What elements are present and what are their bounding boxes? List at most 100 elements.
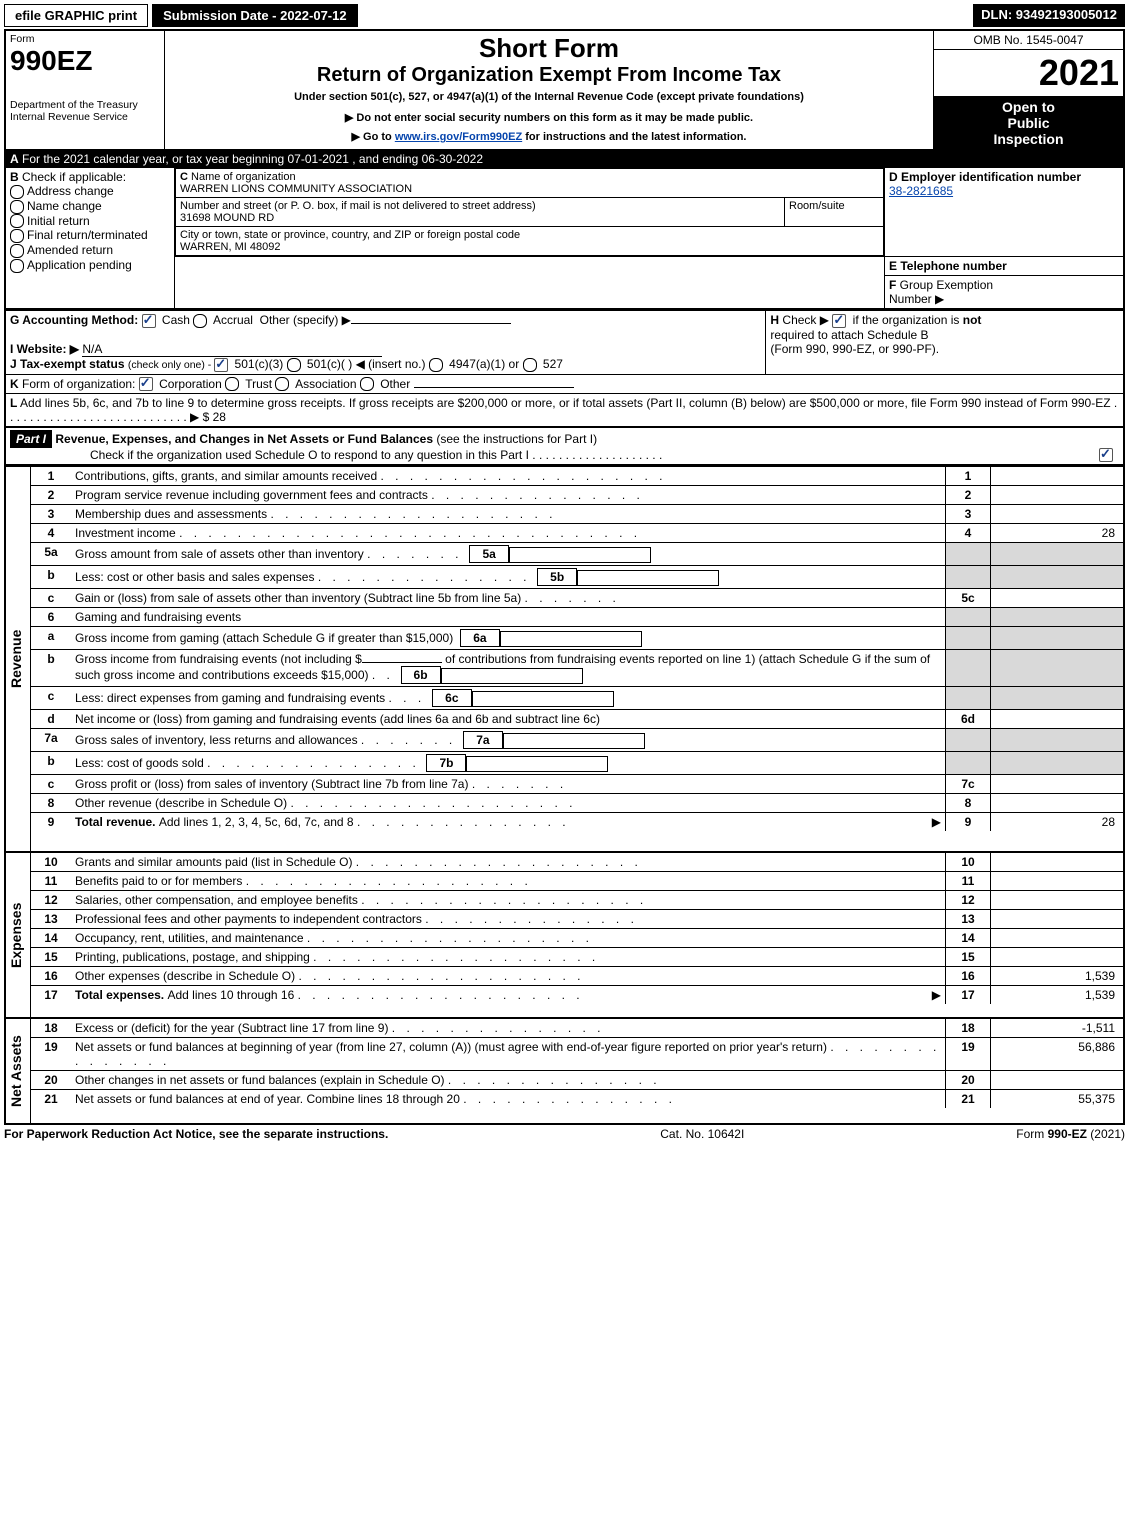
line-num: a	[31, 627, 71, 650]
other-specify-input[interactable]	[351, 323, 511, 324]
form-label: Form	[10, 33, 160, 45]
line-desc: Gross income from gaming (attach Schedul…	[75, 631, 453, 645]
line-code	[946, 608, 991, 627]
line-num: 12	[31, 891, 71, 910]
city-label: City or town, state or province, country…	[180, 229, 520, 241]
part1-check-text: Check if the organization used Schedule …	[90, 448, 529, 462]
checkbox-initial-return[interactable]	[10, 214, 24, 228]
dots: . . . . . . . . . . . . . . .	[357, 815, 570, 829]
line-val	[991, 627, 1124, 650]
letter-J: J	[10, 357, 17, 371]
letter-K: K	[10, 377, 19, 391]
G-cash: Cash	[159, 313, 190, 327]
line-val: -1,511	[991, 1019, 1124, 1038]
checkbox-final-return[interactable]	[10, 229, 24, 243]
line-code: 7c	[946, 775, 991, 794]
line-desc: Membership dues and assessments	[75, 507, 267, 521]
J-sub: (check only one) -	[128, 359, 214, 371]
checkbox-501c3[interactable]	[214, 358, 228, 372]
org-name: WARREN LIONS COMMUNITY ASSOCIATION	[180, 183, 412, 195]
dots: . . . . . . . . . . . . . . .	[448, 1073, 661, 1087]
no-ssn-note: ▶ Do not enter social security numbers o…	[169, 111, 929, 124]
checkbox-corporation[interactable]	[139, 377, 153, 391]
checkbox-schedule-o[interactable]	[1099, 448, 1113, 462]
contrib-input[interactable]	[362, 662, 442, 663]
line-code: 9	[946, 813, 991, 832]
line-desc: Gain or (loss) from sale of assets other…	[75, 591, 521, 605]
line-7b: bLess: cost of goods sold . . . . . . . …	[31, 752, 1123, 775]
dots: . . . . . . .	[367, 547, 462, 561]
line-val	[991, 853, 1124, 872]
checkbox-501c[interactable]	[287, 358, 301, 372]
line-num: 10	[31, 853, 71, 872]
line-val: 56,886	[991, 1038, 1124, 1071]
checkbox-accrual[interactable]	[193, 314, 207, 328]
checkbox-cash[interactable]	[142, 314, 156, 328]
checkbox-527[interactable]	[523, 358, 537, 372]
checkbox-address-change[interactable]	[10, 185, 24, 199]
sub-code: 7b	[426, 754, 466, 772]
irs-link[interactable]: www.irs.gov/Form990EZ	[395, 131, 522, 143]
sub-code: 5a	[469, 545, 509, 563]
line-desc: Net income or (loss) from gaming and fun…	[75, 712, 600, 726]
open-line1: Open to	[938, 99, 1119, 115]
dots: . . . . . . . . . . . . . . . . . . . .	[270, 507, 556, 521]
line-2: 2Program service revenue including gover…	[31, 486, 1123, 505]
line-val	[991, 1071, 1124, 1090]
line-12: 12Salaries, other compensation, and empl…	[31, 891, 1123, 910]
J-501c3: 501(c)(3)	[231, 357, 283, 371]
efile-print-button[interactable]: efile GRAPHIC print	[4, 4, 148, 27]
sub-code: 7a	[463, 731, 503, 749]
sub-val	[500, 631, 642, 647]
other-org-input[interactable]	[414, 387, 574, 388]
submission-date-button[interactable]: Submission Date - 2022-07-12	[152, 4, 358, 27]
line-val	[991, 608, 1124, 627]
F-number: Number ▶	[889, 292, 944, 306]
footer-mid: Cat. No. 10642I	[660, 1127, 744, 1141]
line-desc: Net assets or fund balances at beginning…	[75, 1040, 827, 1054]
expenses-vert-label: Expenses	[6, 853, 26, 1017]
line-14: 14Occupancy, rent, utilities, and mainte…	[31, 929, 1123, 948]
line-code: 6d	[946, 710, 991, 729]
line-val	[991, 505, 1124, 524]
checkbox-4947[interactable]	[429, 358, 443, 372]
sub-val	[503, 733, 645, 749]
F-label: Group Exemption	[896, 278, 993, 292]
revenue-vert-label: Revenue	[6, 467, 26, 851]
dots: . . . . . . . . . . . . . . . . . . . . …	[179, 526, 641, 540]
section-A-text: For the 2021 calendar year, or tax year …	[19, 152, 483, 166]
sub-code: 6b	[401, 666, 441, 684]
checkbox-name-change[interactable]	[10, 200, 24, 214]
top-bar: efile GRAPHIC print Submission Date - 20…	[4, 4, 1125, 27]
checkbox-trust[interactable]	[225, 377, 239, 391]
line-code	[946, 566, 991, 589]
checkbox-amended-return[interactable]	[10, 244, 24, 258]
line-val	[991, 729, 1124, 752]
goto-post: for instructions and the latest informat…	[522, 131, 746, 143]
line-val	[991, 566, 1124, 589]
expenses-lines: 10Grants and similar amounts paid (list …	[31, 853, 1123, 1004]
line-num: b	[31, 650, 71, 687]
line-desc: Gross sales of inventory, less returns a…	[75, 733, 358, 747]
form-number: 990EZ	[10, 45, 160, 77]
line-desc: Gaming and fundraising events	[75, 610, 241, 624]
I-label: Website: ▶	[13, 342, 79, 356]
dept-treasury: Department of the Treasury	[10, 99, 160, 111]
dots: . . . . . . . . . . . . . . . . . . . .	[356, 855, 642, 869]
ein-link[interactable]: 38-2821685	[889, 184, 953, 198]
line-code: 12	[946, 891, 991, 910]
checkbox-application-pending[interactable]	[10, 259, 24, 273]
checkbox-schedule-b[interactable]	[832, 314, 846, 328]
goto-pre: ▶ Go to	[352, 131, 395, 143]
J-501c: 501(c)( ) ◀ (insert no.)	[304, 357, 426, 371]
G-other: Other (specify) ▶	[260, 313, 351, 327]
checkbox-association[interactable]	[275, 377, 289, 391]
return-title: Return of Organization Exempt From Incom…	[169, 64, 929, 87]
checkbox-other-org[interactable]	[360, 377, 374, 391]
footer-left: For Paperwork Reduction Act Notice, see …	[4, 1127, 388, 1141]
room-label: Room/suite	[789, 200, 845, 212]
form-header-table: Form 990EZ Short Form Return of Organiza…	[4, 29, 1125, 151]
line-val	[991, 794, 1124, 813]
line-code: 19	[946, 1038, 991, 1071]
arrow-icon: ▶	[932, 815, 941, 829]
